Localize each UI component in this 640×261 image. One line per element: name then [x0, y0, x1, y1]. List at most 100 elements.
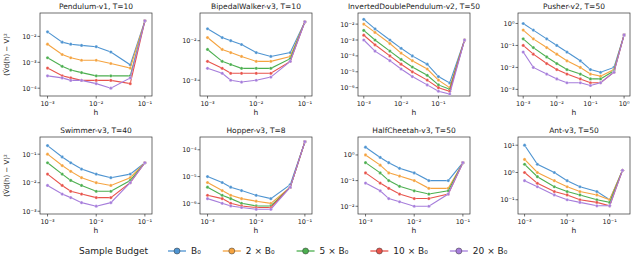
series-marker: [206, 186, 209, 189]
x-tick: [590, 96, 591, 99]
series-marker: [400, 47, 403, 50]
series-marker: [565, 59, 568, 62]
series-marker: [95, 205, 98, 208]
title: Hopper-v3, T=8: [226, 126, 285, 135]
x-tick-label: 10⁻³: [200, 218, 215, 226]
series-line: [523, 35, 624, 86]
data-area: [364, 146, 465, 208]
series-marker: [522, 44, 525, 47]
series-marker: [523, 163, 526, 166]
series-marker: [255, 72, 258, 75]
series-marker: [388, 59, 391, 62]
y-tick-label: 10⁰: [504, 169, 515, 177]
series-marker: [303, 20, 306, 23]
title: Pusher-v2, T=50: [543, 2, 605, 11]
series-marker: [61, 41, 64, 44]
legend-marker: [174, 248, 180, 254]
series-marker: [289, 186, 292, 189]
series-marker: [269, 72, 272, 75]
series-marker: [523, 179, 526, 182]
series-line: [48, 21, 145, 68]
series-marker: [437, 75, 440, 78]
series-marker: [95, 79, 98, 82]
series-marker: [566, 198, 569, 201]
x-tick-label: 10⁻¹: [583, 100, 598, 108]
x-tick-label: 10⁻¹: [298, 218, 313, 226]
series-marker: [109, 176, 112, 179]
x-axis-label: h: [412, 226, 417, 235]
series-marker: [95, 59, 98, 62]
series-line: [364, 30, 465, 89]
legend-label: 2 × B₀: [246, 246, 275, 256]
series-line: [525, 164, 623, 202]
series-line: [208, 22, 305, 82]
series-line: [208, 142, 305, 210]
plot-frame: [358, 13, 470, 96]
series-marker: [578, 193, 581, 196]
series-marker: [109, 62, 112, 65]
series-marker: [373, 31, 376, 34]
subplot: Swimmer-v3, T=4010⁻³10⁻²10⁻¹10⁻³10⁻²10⁻¹…: [2, 126, 153, 235]
series-line: [523, 23, 624, 72]
plot-frame: [200, 13, 312, 96]
series-marker: [398, 167, 401, 170]
series-marker: [362, 38, 365, 41]
series-marker: [522, 22, 525, 25]
series-marker: [400, 63, 403, 66]
series-marker: [579, 59, 582, 62]
series-marker: [240, 55, 243, 58]
x-tick: [304, 96, 305, 99]
series-marker: [129, 76, 132, 79]
series-marker: [555, 53, 558, 56]
series-marker: [621, 169, 624, 172]
series-marker: [523, 158, 526, 161]
series-marker: [80, 79, 83, 82]
series-marker: [463, 38, 466, 41]
series-marker: [398, 185, 401, 188]
series-line: [366, 163, 463, 194]
series-line: [525, 170, 623, 205]
y-tick-label: 10⁻³: [22, 59, 37, 67]
series-marker: [46, 56, 49, 59]
series-marker: [565, 50, 568, 53]
series-line: [48, 154, 145, 185]
x-tick: [363, 96, 364, 99]
series-marker: [387, 197, 390, 200]
series-marker: [589, 77, 592, 80]
legend-label: 10 × B₀: [393, 246, 428, 256]
title: Swimmer-v3, T=40: [60, 126, 132, 135]
y-tick: [516, 67, 519, 68]
series-line: [208, 22, 305, 57]
series-marker: [109, 74, 112, 77]
series-line: [208, 142, 305, 206]
series-marker: [269, 60, 272, 63]
x-tick-label: 10⁻¹: [138, 100, 153, 108]
series-marker: [61, 164, 64, 167]
data-area: [46, 144, 147, 208]
y-tick-label: 10⁻¹: [340, 177, 355, 185]
series-marker: [536, 182, 539, 185]
series-marker: [69, 43, 72, 46]
x-tick-label: 10⁻³: [40, 100, 55, 108]
series-marker: [240, 72, 243, 75]
x-axis-label: h: [572, 108, 577, 117]
x-tick-label: 10⁰: [619, 100, 630, 108]
series-marker: [269, 197, 272, 200]
series-line: [366, 163, 463, 199]
series-marker: [566, 193, 569, 196]
series-marker: [461, 161, 464, 164]
series-marker: [221, 189, 224, 192]
y-tick: [198, 149, 201, 150]
x-tick: [96, 214, 97, 217]
x-tick-label: 10⁻¹: [138, 218, 153, 226]
series-marker: [46, 43, 49, 46]
subplot: Pendulum-v1, T=1010⁻⁴10⁻³10⁻²10⁻³10⁻²10⁻…: [2, 2, 153, 117]
series-marker: [379, 189, 382, 192]
series-marker: [221, 197, 224, 200]
series-marker: [61, 65, 64, 68]
series-marker: [565, 81, 568, 84]
title: InvertedDoublePendulum-v2, T=50: [348, 2, 480, 11]
series-marker: [532, 46, 535, 49]
x-tick: [624, 96, 625, 99]
y-tick: [516, 199, 519, 200]
